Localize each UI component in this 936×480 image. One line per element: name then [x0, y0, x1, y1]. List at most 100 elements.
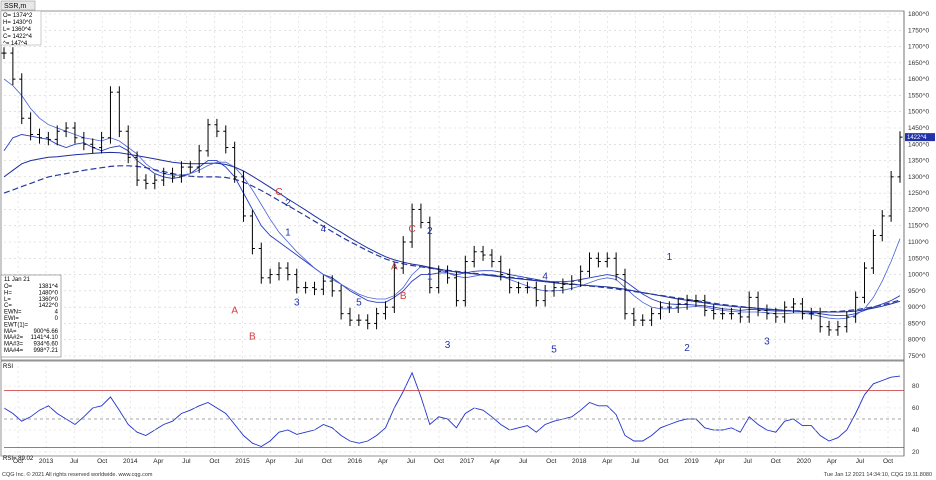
price-bar — [99, 131, 105, 154]
x-tick-label: Jul — [744, 458, 753, 465]
x-tick-label: Oct — [771, 458, 781, 465]
price-bar — [223, 125, 229, 154]
y-tick-label: 1700^0 — [908, 44, 930, 51]
wave-label: C — [408, 224, 415, 235]
price-bar — [116, 86, 122, 138]
price-bar — [595, 252, 601, 268]
price-bar — [728, 307, 734, 320]
price-bar — [755, 291, 761, 317]
price-bar — [888, 170, 894, 222]
price-bar — [879, 210, 885, 242]
rsi-axis: 80 60 40 20 — [4, 383, 920, 456]
wave-label: 5 — [356, 298, 362, 309]
price-bar — [524, 281, 530, 294]
price-bar — [267, 268, 273, 284]
price-bar — [613, 252, 619, 281]
x-tick-label: 2020 — [797, 458, 812, 465]
wave-label: 3 — [764, 337, 770, 348]
price-bar — [675, 298, 681, 314]
price-bar — [418, 203, 424, 229]
y-tick-label: 1600^0 — [908, 76, 930, 83]
rsi-tick-label: 40 — [912, 427, 920, 434]
price-bar — [542, 284, 548, 307]
x-tick-label: Apr — [490, 458, 501, 465]
info-key: MA= — [4, 329, 17, 335]
price-bar — [10, 47, 16, 86]
x-tick-label: Jul — [182, 458, 191, 465]
price-bar — [409, 203, 415, 248]
price-bar — [870, 229, 876, 274]
price-bar — [569, 275, 575, 291]
info-key: MA#2= — [4, 335, 24, 341]
price-bar — [817, 307, 823, 333]
price-bar — [28, 112, 34, 141]
y-tick-label: 800^0 — [908, 337, 926, 344]
price-bar — [897, 131, 903, 183]
price-bar — [498, 255, 504, 281]
y-tick-label: 1300^0 — [908, 174, 930, 181]
y-tick-label: 900^0 — [908, 304, 926, 311]
price-bar — [45, 131, 51, 146]
price-bar — [374, 307, 380, 330]
rsi-value-label: RSI= 89.02 — [3, 456, 34, 462]
y-tick-label: 1050^0 — [908, 255, 930, 262]
price-bar — [36, 128, 42, 144]
info-key: MA#3= — [4, 342, 24, 348]
x-tick-label: Apr — [266, 458, 277, 465]
x-tick-label: Oct — [209, 458, 219, 465]
price-bar — [258, 242, 264, 284]
rsi-line — [3, 371, 901, 447]
x-tick-label: Jul — [856, 458, 865, 465]
x-tick-label: Apr — [153, 458, 164, 465]
price-bar — [338, 284, 344, 320]
price-bar — [640, 314, 646, 327]
price-bar — [285, 262, 291, 281]
wave-label: B — [400, 291, 407, 302]
price-bar — [711, 304, 717, 320]
price-bar — [356, 314, 362, 327]
x-tick-label: Oct — [883, 458, 893, 465]
x-tick-label: Oct — [322, 458, 332, 465]
price-bar — [533, 281, 539, 307]
rsi-series-line — [3, 371, 901, 447]
price-bar — [560, 278, 566, 294]
top-quote-box: O= 1374^2 H= 1430^0 L= 1360^4 C= 1422^4 … — [0, 10, 42, 47]
y-tick-label: 1350^0 — [908, 158, 930, 165]
y-tick-label: 1000^0 — [908, 272, 930, 279]
price-bar — [205, 118, 211, 157]
moving-average-line — [3, 165, 901, 313]
price-bar — [507, 268, 513, 294]
chart-tab[interactable] — [0, 0, 36, 11]
wave-label: 4 — [542, 271, 548, 282]
price-bar — [666, 301, 672, 314]
info-key: L= — [4, 297, 11, 303]
price-bar — [835, 320, 841, 336]
price-bar — [436, 265, 442, 294]
x-tick-label: Apr — [827, 458, 838, 465]
x-grid-lines — [17, 11, 889, 456]
price-bar — [72, 122, 78, 144]
y-tick-label: 1800^0 — [908, 11, 930, 18]
rsi-label: RSI — [3, 364, 13, 370]
info-value: 934^6.60 — [33, 342, 58, 348]
price-bar — [134, 151, 140, 186]
price-bar — [764, 304, 770, 320]
info-value: 1141^4.10 — [31, 335, 59, 341]
info-value: 1381^4 — [39, 284, 59, 290]
price-bar — [551, 281, 557, 297]
price-bar — [720, 307, 726, 320]
info-key: EWI= — [4, 316, 19, 322]
y-tick-label: 950^0 — [908, 288, 926, 295]
price-bar — [311, 281, 317, 296]
price-bar — [90, 138, 96, 154]
price-bar — [143, 174, 149, 190]
wave-label: 2 — [427, 226, 433, 237]
rsi-tick-label: 80 — [912, 383, 920, 390]
footer-left: CQG Inc. © 2021 All rights reserved worl… — [2, 471, 153, 478]
wave-label: A — [231, 306, 238, 317]
y-tick-label: 1650^0 — [908, 60, 930, 67]
price-bar — [516, 281, 522, 294]
x-tick-label: Oct — [434, 458, 444, 465]
footer-right: Tue Jan 12 2021 14:34:10, CQG 19.11.8080 — [824, 472, 932, 478]
y-tick-label: 750^0 — [908, 353, 926, 360]
